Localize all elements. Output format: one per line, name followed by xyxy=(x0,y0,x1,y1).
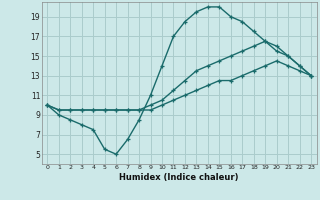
X-axis label: Humidex (Indice chaleur): Humidex (Indice chaleur) xyxy=(119,173,239,182)
